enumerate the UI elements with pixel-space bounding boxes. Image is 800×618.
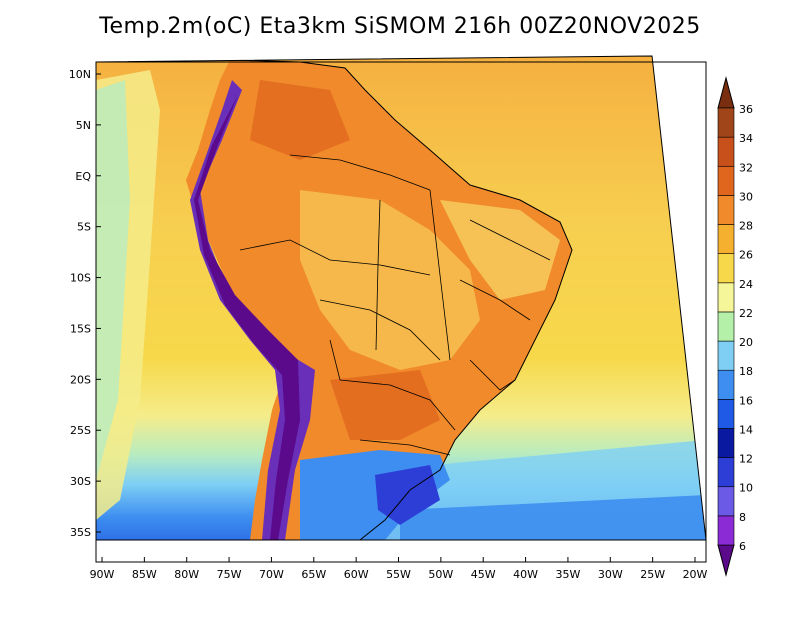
axis-box bbox=[95, 61, 707, 563]
lon-tick-label: 50W bbox=[428, 568, 453, 581]
lon-tick-label: 40W bbox=[513, 568, 538, 581]
lat-tick-label: 10S bbox=[70, 272, 91, 285]
colorbar-label: 24 bbox=[739, 278, 753, 291]
colorbar-swatch bbox=[717, 369, 735, 400]
political-borders bbox=[239, 154, 551, 456]
lon-tick-label: 75W bbox=[217, 568, 242, 581]
map-frame bbox=[96, 56, 706, 540]
colorbar-swatch bbox=[717, 428, 735, 458]
colorbar-swatch bbox=[717, 107, 735, 138]
colorbar-swatch bbox=[717, 486, 735, 517]
lat-tick-label: 20S bbox=[70, 373, 91, 386]
colorbar-swatch bbox=[717, 457, 735, 488]
latitude-axis: 10N 5N EQ 5S 10S 15S 20S 25S 30S 35S bbox=[69, 68, 101, 539]
land-hot-south bbox=[330, 370, 440, 440]
land-hot-north bbox=[250, 80, 350, 160]
colorbar-min-triangle bbox=[717, 544, 735, 577]
lat-tick-label: 10N bbox=[69, 68, 91, 81]
colorbar-swatch bbox=[717, 253, 735, 284]
lat-tick-label: 15S bbox=[70, 322, 91, 335]
colorbar-label: 32 bbox=[739, 161, 753, 174]
map-title: Temp.2m(oC) Eta3km SiSMOM 216h 00Z20NOV2… bbox=[99, 14, 701, 39]
colorbar-max-triangle bbox=[717, 76, 735, 109]
colorbar-label: 12 bbox=[739, 453, 753, 466]
south-colder-region bbox=[375, 465, 440, 525]
colorbar-label: 16 bbox=[739, 394, 753, 407]
lon-tick-label: 55W bbox=[386, 568, 411, 581]
lat-tick-label: EQ bbox=[75, 170, 91, 183]
lat-tick-label: 30S bbox=[70, 475, 91, 488]
colorbar-label: 10 bbox=[739, 482, 753, 495]
lon-tick-label: 30W bbox=[598, 568, 623, 581]
colorbar-label: 36 bbox=[739, 103, 753, 116]
colorbar-swatch bbox=[717, 165, 735, 196]
longitude-axis: 90W 85W 80W 75W 70W 65W 60W 55W 50W 45W 40W 35W 30W 2… bbox=[90, 557, 708, 581]
coastline bbox=[229, 59, 573, 540]
lon-tick-label: 45W bbox=[471, 568, 496, 581]
lon-tick-label: 25W bbox=[640, 568, 665, 581]
colorbar: 6 8 10 12 14 16 18 20 22 24 26 28 30 32 34 36 bbox=[717, 76, 753, 577]
colorbar-swatch bbox=[717, 311, 735, 342]
lat-tick-label: 25S bbox=[70, 424, 91, 437]
colorbar-swatch bbox=[717, 195, 735, 225]
lon-tick-label: 65W bbox=[301, 568, 326, 581]
colorbar-label: 20 bbox=[739, 336, 753, 349]
lon-tick-label: 80W bbox=[174, 568, 199, 581]
colorbar-swatch bbox=[717, 136, 735, 167]
colorbar-swatch bbox=[717, 224, 735, 254]
lon-tick-label: 90W bbox=[90, 568, 115, 581]
colorbar-label: 6 bbox=[739, 540, 746, 553]
south-atlantic-cold bbox=[400, 495, 706, 540]
andes-core bbox=[194, 95, 300, 540]
lon-tick-label: 85W bbox=[132, 568, 157, 581]
lat-tick-label: 5S bbox=[77, 221, 91, 234]
colorbar-swatch bbox=[717, 282, 735, 313]
lon-tick-label: 20W bbox=[683, 568, 708, 581]
colorbar-label: 18 bbox=[739, 365, 753, 378]
colorbar-swatch bbox=[717, 515, 735, 546]
lat-tick-label: 35S bbox=[70, 526, 91, 539]
colorbar-swatch bbox=[717, 399, 735, 429]
colorbar-label: 26 bbox=[739, 249, 753, 262]
colorbar-swatch bbox=[717, 340, 735, 371]
lon-tick-label: 60W bbox=[344, 568, 369, 581]
lon-tick-label: 70W bbox=[259, 568, 284, 581]
colorbar-label: 30 bbox=[739, 190, 753, 203]
andes-ridge bbox=[190, 80, 315, 540]
colorbar-label: 28 bbox=[739, 220, 753, 233]
land-warm-northeast bbox=[440, 200, 560, 300]
colorbar-label: 34 bbox=[739, 132, 753, 145]
lon-tick-label: 35W bbox=[555, 568, 580, 581]
lat-tick-label: 5N bbox=[76, 119, 91, 132]
colorbar-label: 14 bbox=[739, 423, 753, 436]
colorbar-label: 22 bbox=[739, 307, 753, 320]
colorbar-label: 8 bbox=[739, 511, 746, 524]
pacific-cooler-zone bbox=[96, 80, 130, 480]
